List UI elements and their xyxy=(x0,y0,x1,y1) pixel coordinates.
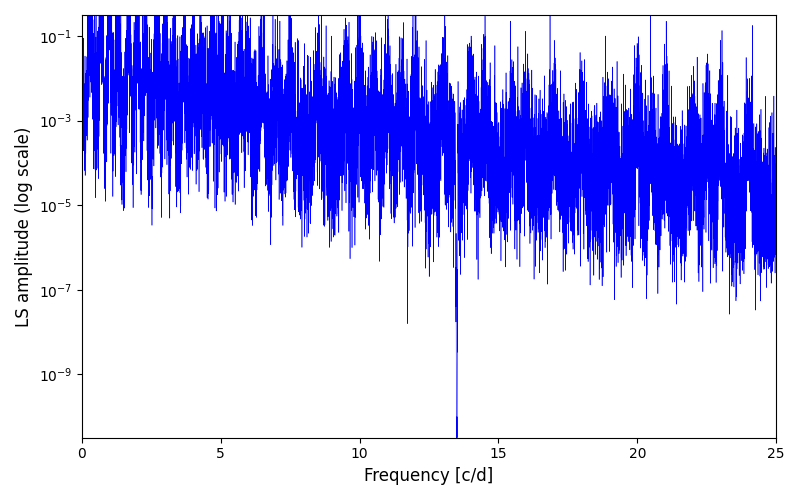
X-axis label: Frequency [c/d]: Frequency [c/d] xyxy=(364,467,494,485)
Y-axis label: LS amplitude (log scale): LS amplitude (log scale) xyxy=(15,126,33,326)
